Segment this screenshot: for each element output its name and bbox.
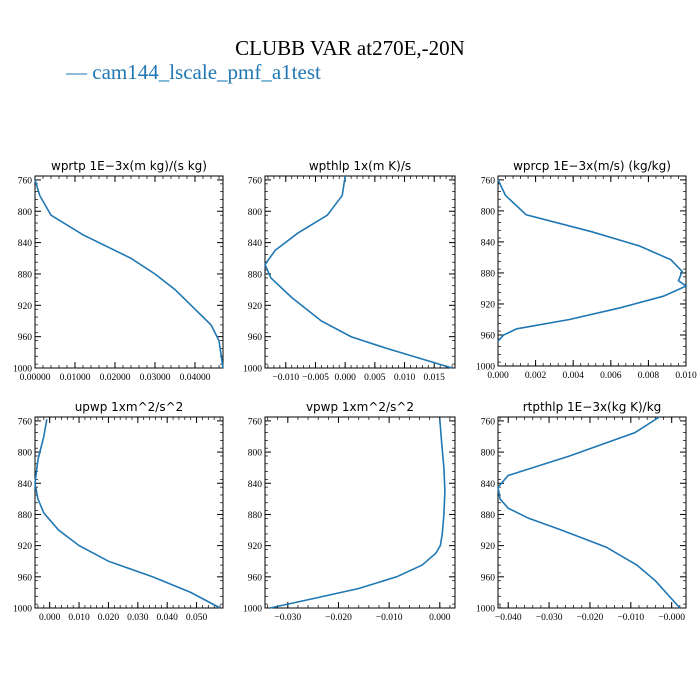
panel-4-ytick-label: 840 — [18, 480, 33, 490]
panel-2-title: wpthlp 1x(m K)/s — [309, 159, 411, 173]
legend-entry: — cam144_lscale_pmf_a1test — [66, 60, 321, 84]
panel-4-xtick-label: 0.040 — [157, 613, 179, 623]
panel-1-ytick-label: 840 — [18, 239, 33, 249]
panel-6-xtick-label: −0.020 — [577, 613, 604, 623]
panel-4-frame — [34, 416, 224, 609]
panel-3-ytick-label: 840 — [481, 238, 496, 248]
panel-1-ytick-label: 920 — [18, 302, 33, 312]
panel-4-xtick-label: 0.050 — [186, 613, 208, 623]
panel-6-ytick-label: 840 — [481, 480, 496, 490]
panel-5-xtick-label: −0.030 — [274, 613, 301, 623]
panel-3-ytick-label: 920 — [481, 300, 496, 310]
panel-4-xtick-label: 0.000 — [39, 613, 61, 623]
panel-2-xtick-label: −0.005 — [302, 373, 329, 383]
panel-1-ytick-label: 800 — [18, 208, 33, 218]
panel-1-ytick-label: 1000 — [13, 365, 32, 375]
panel-4-xtick-label: 0.010 — [68, 613, 90, 623]
panel-6-ytick-label: 880 — [481, 511, 496, 521]
panel-3-xtick-label: 0.004 — [563, 371, 585, 381]
panel-1-ytick-label: 960 — [18, 333, 33, 343]
panel-1-ytick-label: 760 — [18, 176, 33, 186]
panel-2-ytick-label: 760 — [248, 176, 263, 186]
panel-3-xtick-label: 0.002 — [525, 371, 547, 381]
panel-3-ytick-label: 760 — [481, 176, 496, 186]
panel-6-xtick-label: −0.030 — [536, 613, 563, 623]
panel-5-ytick-label: 1000 — [243, 605, 262, 615]
panel-4-title: upwp 1xm^2/s^2 — [75, 400, 184, 414]
panel-5-ytick-label: 840 — [248, 480, 263, 490]
panel-5-title: vpwp 1xm^2/s^2 — [306, 400, 414, 414]
panel-2-ytick-label: 960 — [248, 333, 263, 343]
panel-2-ytick-label: 800 — [248, 208, 263, 218]
panel-5-xtick-label: −0.010 — [376, 613, 403, 623]
panel-5-series-line — [269, 419, 446, 609]
panel-1-xtick-label: 0.00000 — [20, 373, 51, 383]
panel-1-xtick-label: 0.01000 — [60, 373, 91, 383]
panel-4-ytick-label: 920 — [18, 542, 33, 552]
panel-5-ytick-label: 800 — [248, 449, 263, 459]
panel-3-ytick-label: 800 — [481, 207, 496, 217]
panel-3-title: wprcp 1E−3x(m/s) (kg/kg) — [513, 159, 671, 173]
panel-6-ytick-label: 920 — [481, 542, 496, 552]
panel-3-ytick-label: 960 — [481, 331, 496, 341]
panel-2-ytick-label: 880 — [248, 270, 263, 280]
panel-1-xtick-label: 0.03000 — [140, 373, 171, 383]
panel-1-ytick-label: 880 — [18, 270, 33, 280]
panel-6-title: rtpthlp 1E−3x(kg K)/kg — [523, 400, 662, 414]
panel-1-xtick-label: 0.04000 — [180, 373, 211, 383]
panel-4-xtick-label: 0.030 — [127, 613, 149, 623]
panel-4-series-line — [34, 419, 221, 609]
panel-3-frame — [497, 175, 687, 367]
panel-6-ytick-label: 800 — [481, 449, 496, 459]
panel-1-series-line — [34, 179, 224, 369]
panel-2-series-line — [264, 175, 453, 369]
panel-2-xtick-label: −0.010 — [272, 373, 299, 383]
panel-4-xtick-label: 0.020 — [98, 613, 120, 623]
panel-2-xtick-label: 0.010 — [394, 373, 416, 383]
panel-3-xtick-label: 0.010 — [675, 371, 697, 381]
panel-3-xtick-label: 0.006 — [600, 371, 622, 381]
panel-6-ytick-label: 960 — [481, 573, 496, 583]
panel-3-ytick-label: 880 — [481, 269, 496, 279]
panel-5-ytick-label: 920 — [248, 542, 263, 552]
panel-6-frame — [497, 416, 687, 609]
panel-6-series-line — [497, 416, 681, 609]
panel-2-ytick-label: 840 — [248, 239, 263, 249]
panel-4-ytick-label: 800 — [18, 449, 33, 459]
panel-6-ytick-label: 1000 — [476, 605, 495, 615]
panel-6-ytick-label: 760 — [481, 417, 496, 427]
panel-3-xtick-label: 0.000 — [487, 371, 509, 381]
panel-1-frame — [34, 175, 224, 369]
panel-2-xtick-label: 0.015 — [424, 373, 446, 383]
panel-6-xtick-label: −0.010 — [617, 613, 644, 623]
panel-5-xtick-label: 0.000 — [429, 613, 451, 623]
panel-5-ytick-label: 760 — [248, 417, 263, 427]
panel-3-ytick-label: 1000 — [476, 363, 495, 373]
panel-6-xtick-label: −0.040 — [495, 613, 522, 623]
panel-5-ytick-label: 960 — [248, 573, 263, 583]
panel-4-ytick-label: 880 — [18, 511, 33, 521]
panel-6-xtick-label: −0.000 — [658, 613, 685, 623]
panel-3-xtick-label: 0.008 — [638, 371, 660, 381]
panel-4-ytick-label: 760 — [18, 417, 33, 427]
panel-2-ytick-label: 1000 — [243, 365, 262, 375]
panel-2-xtick-label: 0.005 — [364, 373, 386, 383]
panel-2-ytick-label: 920 — [248, 302, 263, 312]
panel-1-title: wprtp 1E−3x(m kg)/(s kg) — [51, 159, 207, 173]
panel-5-xtick-label: −0.020 — [325, 613, 352, 623]
panel-5-ytick-label: 880 — [248, 511, 263, 521]
chart-main-title: CLUBB VAR at270E,-20N — [235, 36, 465, 60]
panel-1-xtick-label: 0.02000 — [100, 373, 131, 383]
panel-4-ytick-label: 1000 — [13, 605, 32, 615]
panel-4-ytick-label: 960 — [18, 573, 33, 583]
panel-2-frame — [264, 175, 456, 369]
panel-5-frame — [264, 416, 456, 609]
panel-3-series-line — [497, 179, 688, 342]
panel-2-xtick-label: 0.000 — [334, 373, 356, 383]
